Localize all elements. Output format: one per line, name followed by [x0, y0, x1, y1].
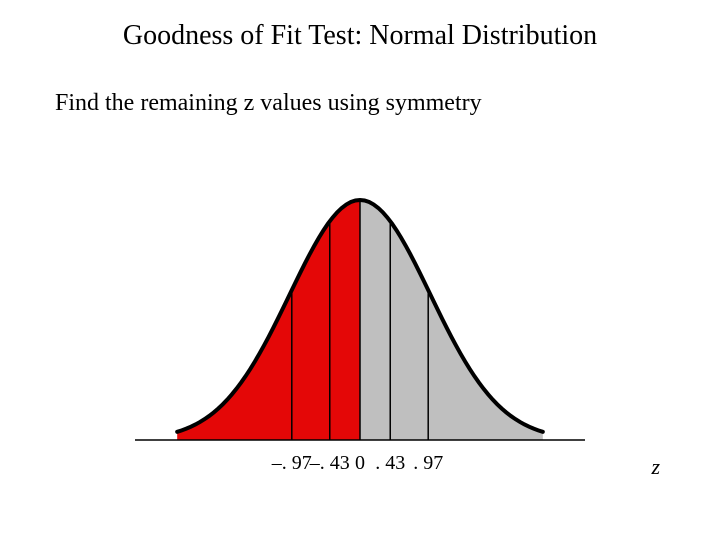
slide-title: Goodness of Fit Test: Normal Distributio…: [0, 20, 720, 52]
tick-label: . 97: [413, 452, 443, 475]
slide-subtitle: Find the remaining z values using symmet…: [55, 90, 482, 117]
fill-region: [177, 200, 360, 440]
normal-distribution-chart: [135, 190, 585, 460]
chart-svg: [135, 190, 585, 460]
z-axis-label: z: [651, 454, 660, 480]
slide: Goodness of Fit Test: Normal Distributio…: [0, 0, 720, 540]
tick-label: . 43: [375, 452, 405, 475]
tick-label: –. 43: [310, 452, 350, 475]
fill-region: [360, 200, 543, 440]
tick-label: 0: [355, 452, 365, 475]
x-axis-tick-labels: –. 97–. 430 . 43 . 97: [135, 452, 585, 482]
tick-label: –. 97: [272, 452, 312, 475]
